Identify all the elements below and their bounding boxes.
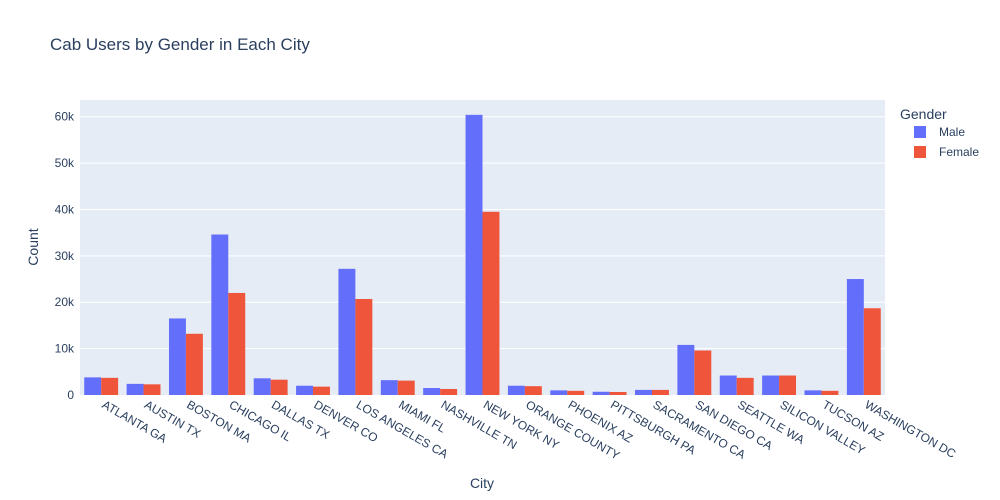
bar-male-12[interactable] [592,391,610,395]
bar-male-2[interactable] [168,318,186,395]
bars [84,114,881,395]
bar-female-15[interactable] [736,377,754,395]
bar-female-18[interactable] [863,308,881,395]
legend[interactable]: Gender Male Female [900,106,979,159]
bar-male-10[interactable] [507,385,525,395]
y-tick-label: 40k [55,202,75,216]
bar-female-4[interactable] [270,379,288,395]
x-axis-title: City [470,475,494,491]
bar-male-16[interactable] [762,375,780,395]
bar-male-8[interactable] [423,388,441,395]
bar-female-2[interactable] [185,333,203,395]
bar-male-1[interactable] [126,383,144,395]
bar-male-0[interactable] [84,377,102,395]
bar-female-11[interactable] [567,390,585,395]
bar-male-6[interactable] [338,268,356,395]
y-tick-label: 60k [55,110,75,124]
y-axis-title: Count [25,228,41,265]
legend-label-female[interactable]: Female [939,145,979,159]
bar-male-13[interactable] [635,389,652,395]
bar-female-16[interactable] [779,375,797,395]
bar-male-14[interactable] [677,344,695,395]
bar-female-17[interactable] [821,390,839,395]
y-tick-label: 0 [67,388,74,402]
bar-female-8[interactable] [440,388,458,395]
bar-male-17[interactable] [804,390,822,395]
bar-female-3[interactable] [228,292,246,395]
bar-male-9[interactable] [465,114,483,395]
bar-female-12[interactable] [609,391,627,395]
legend-title: Gender [900,106,947,122]
y-tick-label: 50k [55,156,75,170]
bar-female-14[interactable] [694,350,712,395]
bar-female-9[interactable] [482,211,500,395]
bar-male-7[interactable] [380,380,398,395]
y-tick-label: 20k [55,295,75,309]
legend-label-male[interactable]: Male [939,125,965,139]
y-tick-label: 10k [55,342,75,356]
legend-swatch-female[interactable] [914,146,926,158]
bar-female-13[interactable] [651,389,669,395]
bar-male-18[interactable] [846,279,864,395]
bar-male-11[interactable] [550,390,568,395]
bar-female-6[interactable] [355,298,373,395]
bar-female-5[interactable] [313,386,330,395]
bar-female-10[interactable] [524,386,542,395]
bar-female-0[interactable] [101,377,119,395]
bar-male-5[interactable] [296,385,314,395]
bar-female-7[interactable] [397,380,415,395]
bar-male-3[interactable] [211,234,229,395]
bar-male-15[interactable] [719,375,737,395]
y-axis-ticks: 0 10k 20k 30k 40k 50k 60k [55,110,75,402]
x-tick-label: NASHVILLE TN [439,397,520,452]
legend-swatch-male[interactable] [914,126,926,138]
y-tick-label: 30k [55,249,75,263]
chart-title: Cab Users by Gender in Each City [50,35,310,54]
bar-female-1[interactable] [143,384,161,395]
bar-male-4[interactable] [253,378,271,395]
